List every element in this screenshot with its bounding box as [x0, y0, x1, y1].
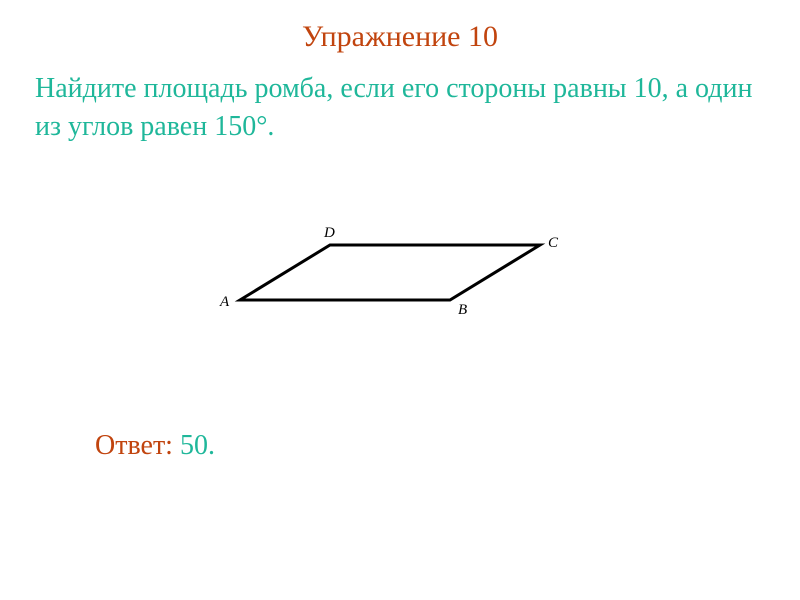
exercise-title: Упражнение 10	[0, 20, 800, 54]
problem-statement: Найдите площадь ромба, если его стороны …	[35, 70, 765, 146]
answer-label: Ответ:	[95, 430, 173, 461]
answer-line: Ответ: 50.	[95, 430, 215, 462]
vertex-label-a: A	[219, 294, 230, 310]
rhombus-diagram: A B C D	[210, 210, 580, 330]
answer-value: 50.	[180, 430, 215, 461]
rhombus-polygon	[240, 245, 540, 300]
vertex-label-d: D	[323, 225, 335, 241]
exercise-title-text: Упражнение 10	[302, 20, 498, 53]
rhombus-svg: A B C D	[210, 210, 580, 330]
vertex-label-c: C	[548, 235, 559, 251]
problem-text: Найдите площадь ромба, если его стороны …	[35, 73, 752, 142]
vertex-label-b: B	[458, 302, 467, 318]
